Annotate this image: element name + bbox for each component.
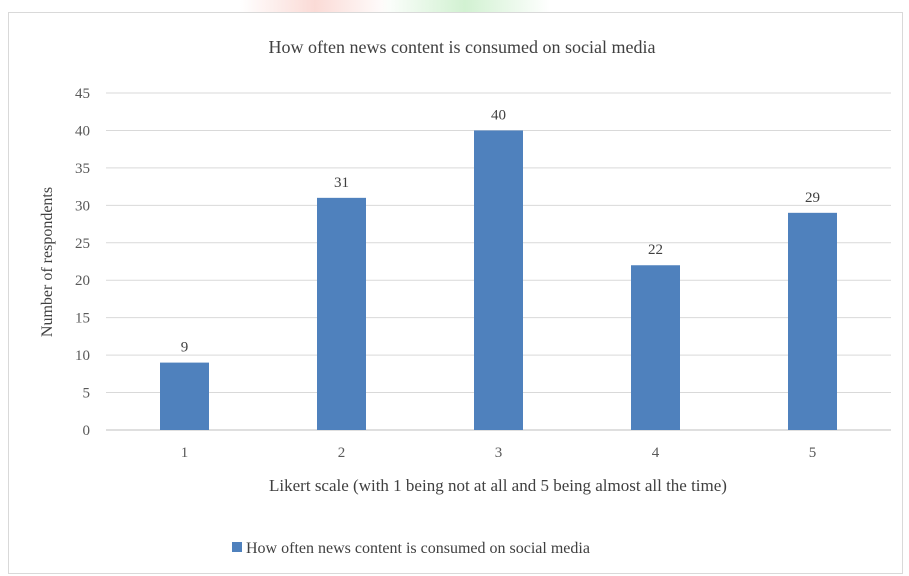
decorative-header-stripe-red <box>240 0 390 12</box>
data-labels: 9 31 40 22 29 <box>181 107 820 355</box>
bar-value-label: 9 <box>181 340 189 356</box>
x-tick-label: 1 <box>181 445 189 461</box>
bar <box>631 265 680 430</box>
x-axis-label: Likert scale (with 1 being not at all an… <box>269 476 727 495</box>
bar <box>317 197 366 430</box>
chart-frame <box>8 12 903 574</box>
bar-value-label: 22 <box>648 242 663 258</box>
legend-swatch <box>232 542 242 552</box>
x-tick-label: 5 <box>809 445 817 461</box>
legend-label: How often news content is consumed on so… <box>246 540 590 557</box>
bar <box>474 130 523 430</box>
y-tick-label: 5 <box>83 386 91 402</box>
y-axis-label: Number of respondents <box>39 187 56 337</box>
bar <box>160 362 209 430</box>
y-tick-label: 15 <box>75 311 90 327</box>
y-tick-label: 35 <box>75 161 90 177</box>
bar <box>788 212 837 430</box>
bar-value-label: 29 <box>805 190 820 206</box>
x-tick-label: 4 <box>652 445 660 461</box>
x-axis-ticks: 1 2 3 4 5 <box>181 445 817 461</box>
x-tick-label: 3 <box>495 445 503 461</box>
y-tick-label: 25 <box>75 236 90 252</box>
decorative-header-stripe-green <box>380 0 550 12</box>
legend: How often news content is consumed on so… <box>232 540 590 557</box>
bar-value-label: 31 <box>334 175 349 191</box>
bars <box>160 130 837 430</box>
y-tick-label: 0 <box>83 423 91 439</box>
y-tick-label: 30 <box>75 198 90 214</box>
y-axis-ticks: 0 5 10 15 20 25 30 35 40 45 <box>75 86 90 439</box>
bar-value-label: 40 <box>491 107 506 123</box>
y-tick-label: 40 <box>75 123 90 139</box>
chart-title: How often news content is consumed on so… <box>269 37 656 57</box>
y-tick-label: 10 <box>75 348 90 364</box>
x-tick-label: 2 <box>338 445 346 461</box>
y-tick-label: 20 <box>75 273 90 289</box>
y-tick-label: 45 <box>75 86 90 102</box>
